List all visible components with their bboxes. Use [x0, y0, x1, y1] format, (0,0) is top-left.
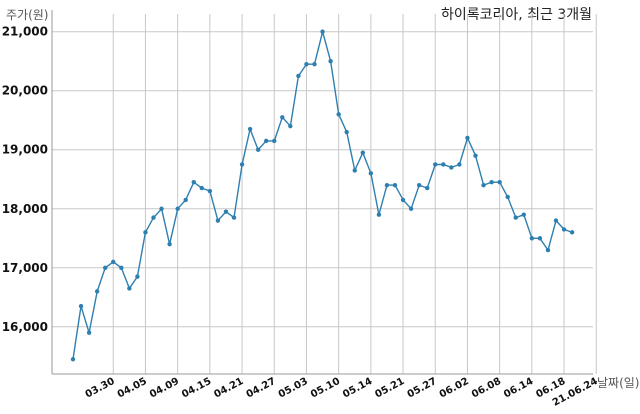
data-point: [360, 150, 365, 155]
data-point: [86, 330, 92, 335]
data-point: [457, 162, 462, 167]
data-point: [505, 194, 510, 200]
x-tick-label: 05.14: [341, 376, 374, 401]
data-point: [78, 303, 84, 309]
data-point: [264, 138, 269, 144]
data-point: [408, 206, 414, 211]
data-point: [336, 112, 341, 117]
data-point: [312, 61, 317, 67]
data-point: [272, 138, 277, 144]
data-point: [545, 247, 551, 253]
x-tick-label: 04.27: [245, 376, 278, 401]
data-point: [441, 162, 446, 167]
data-point: [296, 73, 301, 79]
data-point: [384, 182, 390, 188]
data-point: [368, 171, 374, 176]
data-point: [70, 357, 76, 362]
data-point: [191, 179, 196, 185]
data-point: [465, 135, 470, 141]
data-point: [280, 115, 285, 120]
data-point: [239, 162, 245, 167]
data-point: [127, 286, 132, 291]
x-axis-label: 날짜(일): [597, 376, 640, 390]
data-point: [497, 179, 502, 185]
data-point: [304, 61, 309, 67]
data-point: [425, 185, 430, 191]
data-point: [376, 212, 382, 217]
data-point: [215, 218, 221, 223]
data-point: [529, 236, 535, 241]
x-tick-label: 06.14: [502, 376, 535, 401]
y-tick-label: 18,000: [2, 202, 48, 216]
data-point: [94, 289, 100, 294]
data-point: [416, 182, 422, 188]
data-point: [135, 274, 140, 279]
data-point: [167, 241, 172, 247]
data-point: [247, 126, 253, 132]
x-tick-label: 05.21: [373, 376, 406, 401]
data-point: [569, 230, 575, 235]
y-tick-label: 17,000: [2, 261, 48, 275]
data-point: [199, 185, 204, 191]
data-point: [207, 188, 213, 194]
data-point: [119, 265, 124, 270]
y-tick-label: 19,000: [2, 143, 48, 157]
y-tick-label: 16,000: [2, 320, 48, 334]
data-point: [489, 179, 494, 185]
x-tick-label: 04.05: [116, 376, 149, 401]
data-point: [175, 206, 180, 211]
data-point: [151, 215, 156, 220]
data-point: [328, 59, 333, 64]
x-tick-label: 05.03: [277, 376, 310, 401]
data-point: [320, 29, 325, 34]
data-point: [223, 209, 229, 214]
data-point: [231, 215, 237, 220]
x-tick-label: 04.15: [180, 376, 213, 401]
data-point: [255, 147, 261, 152]
data-point: [111, 259, 116, 265]
x-tick-label: 06.08: [470, 376, 503, 401]
data-point: [288, 123, 293, 129]
data-point: [159, 206, 164, 211]
x-tick-label: 04.21: [212, 376, 245, 401]
data-point: [521, 212, 526, 217]
data-point: [344, 129, 349, 135]
data-point: [183, 197, 188, 203]
price-line: [72, 28, 573, 360]
x-tick-label: 04.09: [148, 376, 181, 401]
y-tick-label: 21,000: [2, 25, 48, 39]
x-tick-label: 06.02: [438, 376, 471, 401]
data-point: [537, 236, 543, 241]
data-point: [513, 215, 518, 220]
chart-title: 하이록코리아, 최근 3개월: [440, 7, 592, 23]
data-point: [553, 218, 559, 223]
data-point: [449, 165, 454, 170]
data-point: [143, 230, 148, 235]
data-point: [561, 227, 567, 232]
y-tick-label: 20,000: [2, 84, 48, 98]
data-point: [473, 153, 478, 158]
x-tick-label: 05.10: [309, 376, 342, 401]
data-point: [400, 197, 406, 203]
data-point: [481, 182, 486, 188]
x-tick-label: 05.27: [406, 376, 439, 401]
data-point: [352, 168, 357, 173]
x-tick-label: 03.30: [84, 376, 117, 401]
data-point: [433, 162, 438, 167]
data-point: [392, 182, 398, 188]
data-point: [103, 265, 108, 270]
y-axis-label: 주가(원): [6, 8, 49, 22]
